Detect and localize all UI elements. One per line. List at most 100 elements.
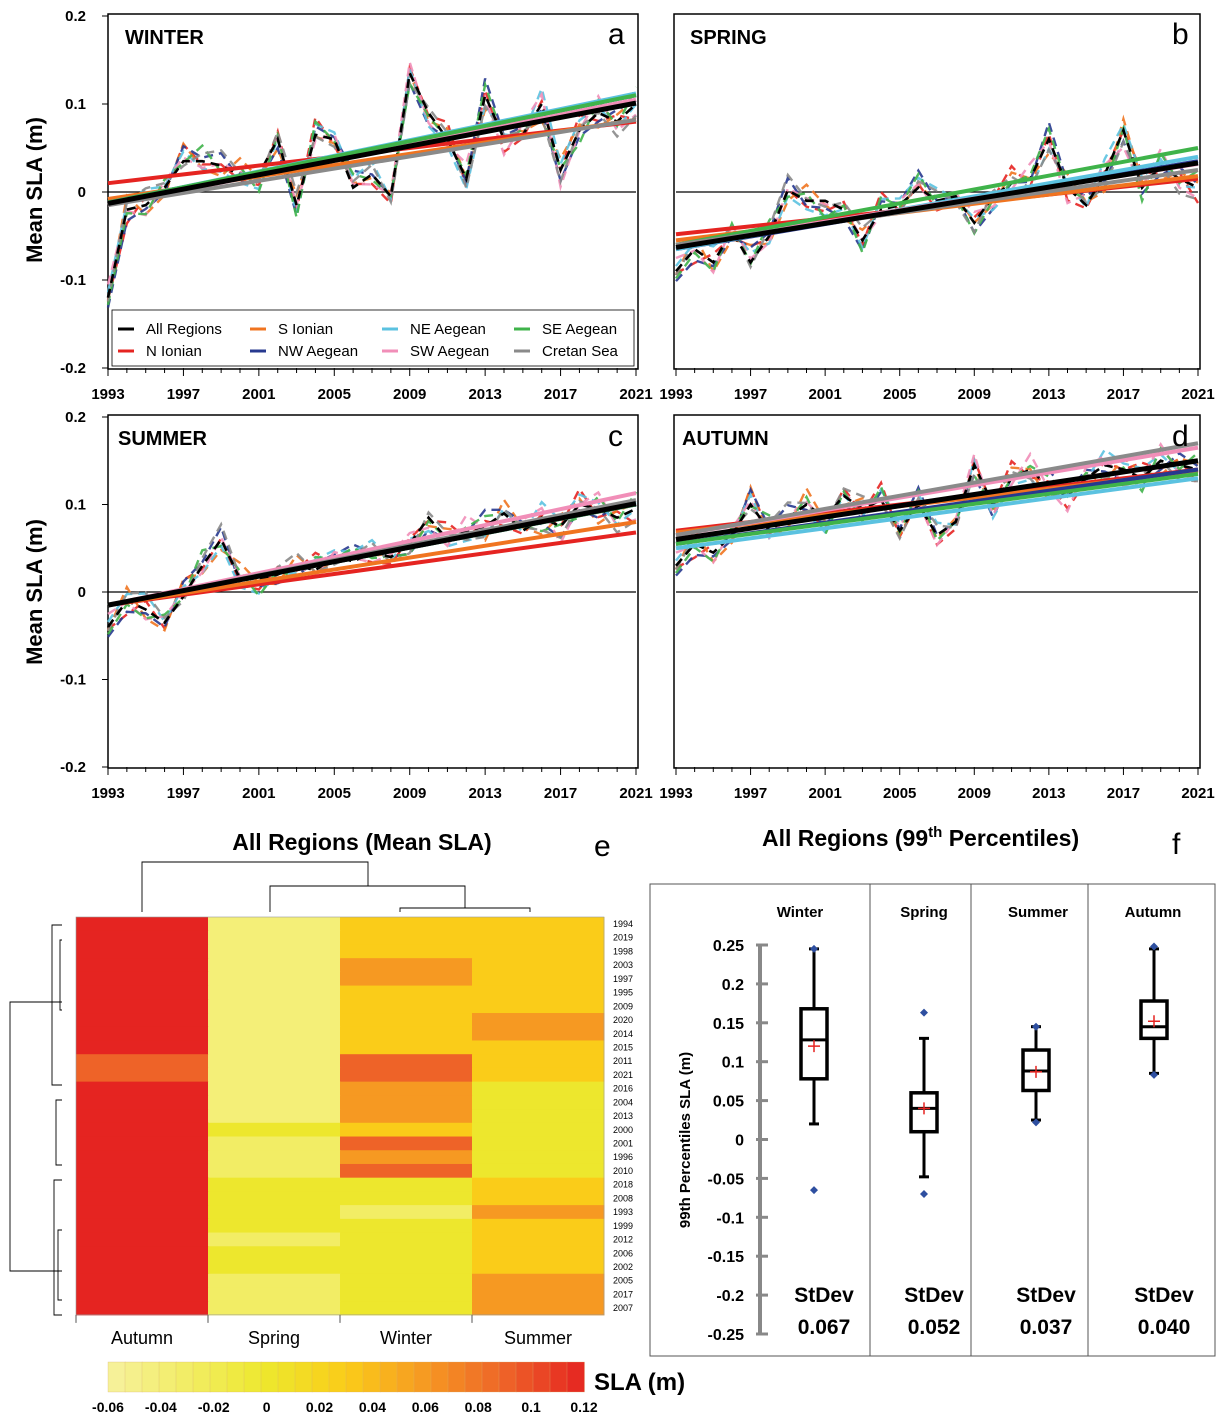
x-tick-label: 2001 bbox=[808, 386, 841, 403]
x-tick-label: 1993 bbox=[659, 785, 692, 802]
colorbar-tick-label: 0.04 bbox=[359, 1399, 386, 1415]
heatmap-cell bbox=[76, 1260, 209, 1275]
heatmap-cell bbox=[472, 1163, 605, 1179]
heatmap-cell bbox=[340, 944, 473, 959]
heatmap-cell bbox=[208, 1150, 341, 1165]
heatmap-cell bbox=[76, 1246, 209, 1261]
heatmap-cell bbox=[208, 958, 341, 973]
colorbar-segment bbox=[532, 1361, 551, 1393]
heatmap-cell bbox=[340, 1040, 473, 1055]
heatmap-cell bbox=[340, 1163, 473, 1179]
panel-f-boxes: Winter StDev 0.067 Spring StDev 0.052 Summer St… bbox=[777, 904, 1194, 1339]
heatmap-cell bbox=[340, 1136, 473, 1151]
heatmap-cell bbox=[76, 1301, 209, 1316]
box-mean-marker bbox=[808, 1040, 820, 1053]
heatmap-cell bbox=[208, 1163, 341, 1179]
heatmap-cell bbox=[472, 1246, 605, 1261]
box-stdev-value: 0.052 bbox=[908, 1316, 961, 1339]
colorbar-segment bbox=[158, 1361, 177, 1393]
legend-label: SE Aegean bbox=[542, 321, 617, 338]
heatmap-cell bbox=[76, 1122, 209, 1138]
x-tick-label: 2001 bbox=[242, 386, 275, 403]
heatmap-cell bbox=[340, 971, 473, 987]
heatmap-cell bbox=[472, 1287, 605, 1302]
heatmap-cell bbox=[76, 958, 209, 973]
heatmap-cell bbox=[76, 1136, 209, 1151]
heatmap-cell bbox=[340, 1260, 473, 1275]
colorbar-tick-label: 0.12 bbox=[570, 1399, 597, 1415]
legend-label: N Ionian bbox=[146, 343, 202, 360]
heatmap-cell bbox=[472, 1273, 605, 1288]
heatmap-cell bbox=[472, 944, 605, 959]
heatmap-cell bbox=[76, 1287, 209, 1302]
heatmap-cell bbox=[472, 1191, 605, 1206]
heatmap-cell bbox=[340, 985, 473, 1000]
legend-box bbox=[111, 309, 635, 367]
x-tick-label: 2021 bbox=[619, 386, 652, 403]
box-season-label: Spring bbox=[900, 904, 948, 921]
y-tick-label: 0.1 bbox=[65, 497, 86, 514]
x-tick-label: 2009 bbox=[958, 386, 991, 403]
heatmap-cell bbox=[76, 1177, 209, 1192]
heatmap-cell bbox=[340, 1177, 473, 1192]
heatmap-column-labels: Autumn Spring Winter Summer bbox=[75, 1314, 572, 1348]
heatmap-cell bbox=[208, 917, 341, 932]
panel-a-winter: WINTER a Mean SLA (m) 0.2 0.1 0 -0.1 -0.2 19… bbox=[22, 8, 653, 403]
heatmap-cell bbox=[76, 1232, 209, 1247]
heatmap-cell bbox=[340, 999, 473, 1014]
x-tick-label: 2021 bbox=[1181, 785, 1214, 802]
colorbar-segment bbox=[209, 1361, 228, 1393]
x-tick-label: 2009 bbox=[958, 785, 991, 802]
x-tick-label: 2017 bbox=[1107, 386, 1140, 403]
panel-f-boxplot: All Regions (99th Percentiles) f 99th Pe… bbox=[649, 824, 1216, 1357]
box-iqr bbox=[1139, 999, 1169, 1041]
colorbar-segment bbox=[430, 1361, 449, 1393]
heatmap-cell bbox=[340, 1026, 473, 1041]
colorbar-segment bbox=[192, 1361, 211, 1393]
colorbar-segment bbox=[243, 1361, 262, 1393]
box-y-tick-label: -0.05 bbox=[708, 1171, 745, 1188]
heatmap-row-label: 2006 bbox=[613, 1248, 633, 1258]
legend-label: SW Aegean bbox=[410, 343, 489, 360]
heatmap-row-label: 2007 bbox=[613, 1303, 633, 1313]
colorbar-segment bbox=[277, 1361, 296, 1393]
heatmap-cell bbox=[208, 1109, 341, 1124]
heatmap-row-label: 2012 bbox=[613, 1235, 633, 1245]
heatmap-cell bbox=[340, 1013, 473, 1028]
box-y-tick-label: 0.05 bbox=[713, 1094, 744, 1111]
box-mean-marker bbox=[918, 1102, 930, 1115]
series-line-sw-aegean bbox=[675, 138, 1199, 275]
colorbar-segment bbox=[396, 1361, 415, 1393]
colorbar-segment bbox=[481, 1361, 500, 1393]
heatmap-column-label: Spring bbox=[248, 1328, 300, 1348]
colorbar-segment bbox=[345, 1361, 364, 1393]
heatmap-row-label: 1998 bbox=[613, 946, 633, 956]
heatmap-cell bbox=[208, 1122, 341, 1138]
panel-f-title-sup: th bbox=[928, 824, 942, 841]
heatmap-row-labels: 1994 2019 1998 2003 1997 1995 2009 2020 2014 2015… bbox=[613, 919, 633, 1313]
heatmap-cell bbox=[208, 1013, 341, 1028]
heatmap-cell bbox=[340, 1232, 473, 1247]
panel-f-letter: f bbox=[1172, 828, 1181, 861]
colorbar-segment bbox=[141, 1361, 160, 1393]
heatmap-cell bbox=[472, 1218, 605, 1234]
x-tick-label: 2005 bbox=[883, 785, 916, 802]
dendrogram-row-leaf-1 bbox=[59, 939, 62, 1011]
x-tick-label: 1993 bbox=[91, 785, 124, 802]
panel-a-trends bbox=[107, 91, 637, 208]
x-tick-label: 2021 bbox=[1181, 386, 1214, 403]
heatmap-cell bbox=[472, 930, 605, 945]
colorbar-segment bbox=[549, 1361, 568, 1393]
heatmap-cell bbox=[208, 1273, 341, 1288]
panel-e-heatmap: All Regions (Mean SLA) e 1994 2019 1998 200… bbox=[9, 829, 685, 1415]
heatmap-cell bbox=[472, 1150, 605, 1165]
heatmap-cell bbox=[76, 944, 209, 959]
legend: All Regions S Ionian NE Aegean SE Aegean N I… bbox=[111, 309, 635, 367]
heatmap-cell bbox=[76, 1026, 209, 1041]
dendrogram-row-bottom bbox=[53, 1179, 62, 1316]
panel-e-letter: e bbox=[594, 830, 611, 863]
panel-f-y-ticks: 0.25 0.2 0.15 0.1 0.05 0 -0.05 -0.1 -0.15 -0.2 -0.… bbox=[708, 938, 768, 1344]
heatmap-column-label: Autumn bbox=[111, 1328, 173, 1348]
heatmap-cell bbox=[472, 1205, 605, 1220]
